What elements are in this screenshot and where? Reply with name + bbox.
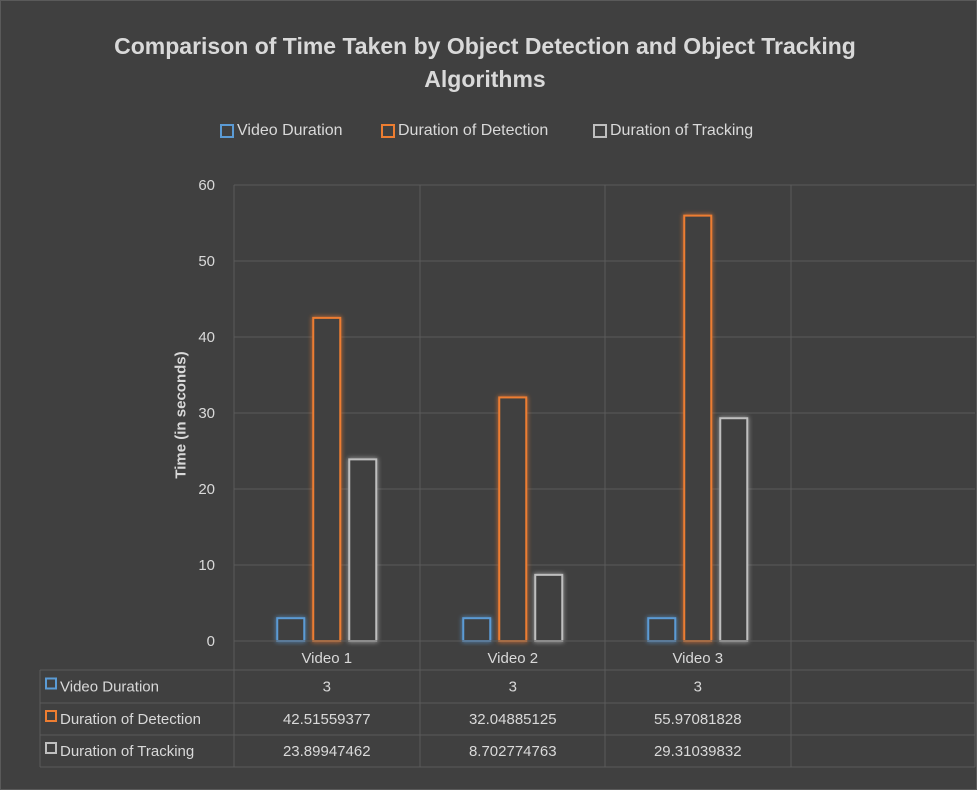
chart-title: Comparison of Time Taken by Object Detec… xyxy=(114,33,856,92)
legend-swatch-detection xyxy=(381,124,395,138)
table-cell-value: 8.702774763 xyxy=(469,743,557,760)
table-legend-swatch xyxy=(45,677,57,690)
legend-swatch-video-duration xyxy=(220,124,234,138)
bar xyxy=(498,396,528,643)
legend-item-detection[interactable]: Duration of Detection xyxy=(381,122,548,140)
table-cell-value: 55.97081828 xyxy=(654,711,742,728)
legend-label: Video Duration xyxy=(237,122,343,139)
legend-label: Duration of Detection xyxy=(398,122,549,139)
table-series-label: Video Duration xyxy=(60,679,159,696)
data-table: Video 1 Video 2 Video 3 Video Duration 3 3 3 Du… xyxy=(39,640,976,768)
bar xyxy=(683,214,713,642)
y-tick-label: 10 xyxy=(198,557,215,574)
x-category-label: Video 1 xyxy=(301,650,352,667)
table-legend-swatch xyxy=(45,742,57,754)
legend-item-video-duration[interactable]: Video Duration xyxy=(220,122,343,140)
y-tick-label: 40 xyxy=(198,329,215,346)
table-cell-value: 32.04885125 xyxy=(469,711,557,728)
gridlines xyxy=(233,184,975,641)
legend: Video Duration Duration of Detection Dur… xyxy=(0,122,977,144)
x-category-label: Video 2 xyxy=(487,650,538,667)
bar xyxy=(312,316,342,642)
x-category-label: Video 3 xyxy=(672,650,723,667)
y-tick-label: 20 xyxy=(198,481,215,498)
y-tick-label: 50 xyxy=(198,253,215,270)
y-tick-label: 60 xyxy=(198,177,215,194)
table-cell-value: 29.31039832 xyxy=(654,743,742,760)
table-series-label: Duration of Detection xyxy=(60,711,201,728)
y-tick-label: 0 xyxy=(207,633,215,650)
table-cell-value: 3 xyxy=(323,679,331,696)
y-ticks: 0 10 20 30 40 50 60 xyxy=(198,177,215,650)
legend-label: Duration of Tracking xyxy=(610,122,754,139)
table-cell-value: 23.89947462 xyxy=(283,743,371,760)
y-tick-label: 30 xyxy=(198,405,215,422)
bar xyxy=(647,617,677,643)
bar xyxy=(276,617,306,643)
bar xyxy=(534,573,564,642)
table-cell-value: 3 xyxy=(694,679,702,696)
table-cell-value: 3 xyxy=(509,679,517,696)
table-series-label: Duration of Tracking xyxy=(60,743,194,760)
legend-swatch-tracking xyxy=(593,124,607,138)
bar xyxy=(348,458,378,642)
bars xyxy=(276,214,749,643)
table-cell-value: 42.51559377 xyxy=(283,711,371,728)
bar xyxy=(719,417,749,642)
legend-item-tracking[interactable]: Duration of Tracking xyxy=(593,122,753,140)
table-legend-swatch xyxy=(45,710,57,722)
bar xyxy=(462,617,492,643)
